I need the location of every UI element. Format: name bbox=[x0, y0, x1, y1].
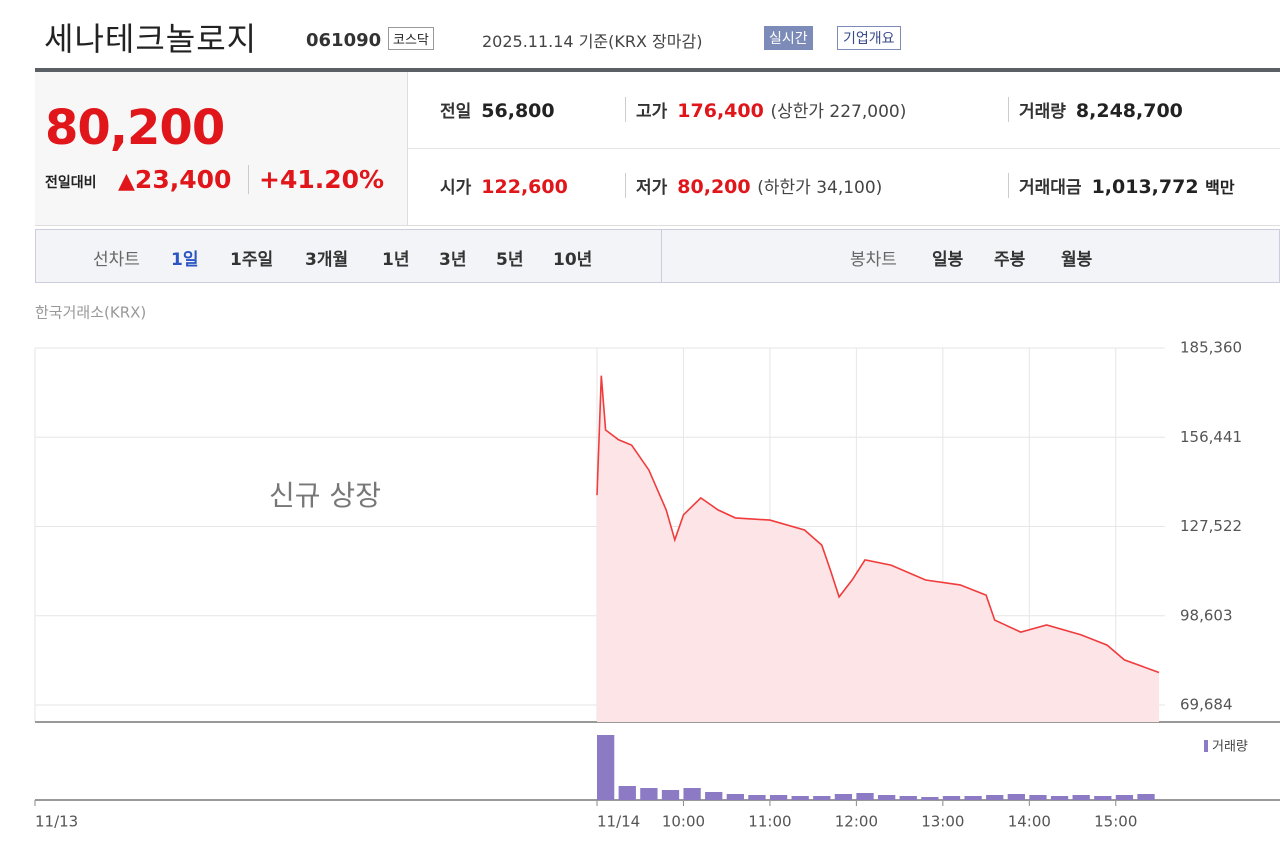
stat-note: (하한가 34,100) bbox=[757, 178, 883, 198]
stat: 저가 80,200 (하한가 34,100) bbox=[625, 173, 882, 198]
volume-bar bbox=[683, 788, 701, 800]
divider bbox=[35, 68, 1280, 72]
x-tick-label: 14:00 bbox=[1008, 813, 1051, 831]
y-tick-label: 127,522 bbox=[1180, 517, 1242, 535]
volume-bar bbox=[748, 795, 766, 800]
price: 80,200 bbox=[45, 100, 225, 156]
volume-bar bbox=[964, 796, 982, 800]
tab[interactable]: 1년 bbox=[382, 250, 410, 270]
volume-bar bbox=[986, 795, 1004, 800]
volume-bar bbox=[834, 794, 853, 800]
stock-name: 세나테크놀로지 bbox=[44, 20, 258, 58]
change-label: 전일대비 bbox=[45, 175, 97, 191]
volume-bar bbox=[618, 786, 636, 800]
stat-label: 저가 bbox=[636, 178, 668, 198]
price-area bbox=[597, 375, 1159, 722]
x-tick-label: 15:00 bbox=[1094, 813, 1137, 831]
volume-bar bbox=[942, 796, 961, 800]
divider bbox=[35, 225, 1280, 226]
x-tick-label: 11:00 bbox=[748, 813, 791, 831]
volume-bar bbox=[1007, 794, 1025, 800]
stat-value: 1,013,772 bbox=[1091, 176, 1199, 198]
company-button[interactable]: 기업개요 bbox=[837, 26, 901, 50]
tab[interactable]: 1일 bbox=[171, 250, 199, 270]
stat-label: 고가 bbox=[636, 102, 668, 122]
change-rate: +41.20% bbox=[248, 165, 384, 194]
tab[interactable]: 월봉 bbox=[1061, 250, 1093, 270]
tab[interactable]: 3년 bbox=[439, 250, 467, 270]
stat: 전일 56,800 bbox=[440, 97, 555, 122]
x-tick-label: 13:00 bbox=[921, 813, 964, 831]
tab[interactable]: 주봉 bbox=[994, 250, 1026, 270]
stat-value: 56,800 bbox=[481, 100, 555, 122]
stat-unit: 백만 bbox=[1205, 178, 1235, 197]
stat-value: 8,248,700 bbox=[1075, 100, 1183, 122]
tab-label: 선차트 bbox=[93, 250, 140, 270]
stat-label: 시가 bbox=[440, 178, 472, 198]
legend-label: 거래량 bbox=[1212, 740, 1248, 755]
stat: 고가 176,400 (상한가 227,000) bbox=[625, 97, 906, 122]
stat: 거래량 8,248,700 bbox=[1008, 97, 1183, 122]
date: 2025.11.14 기준(KRX 장마감) bbox=[482, 32, 703, 51]
stock-code: 061090 bbox=[306, 30, 382, 51]
volume-bar bbox=[813, 796, 831, 800]
source: 한국거래소(KRX) bbox=[35, 304, 146, 322]
y-tick-label: 185,360 bbox=[1180, 339, 1242, 357]
volume-bar bbox=[1115, 795, 1134, 800]
volume-bar bbox=[856, 793, 874, 800]
volume-bar bbox=[1050, 796, 1069, 800]
legend-swatch bbox=[1204, 740, 1208, 752]
volume-bar bbox=[1029, 795, 1047, 800]
tab[interactable]: 1주일 bbox=[230, 250, 274, 270]
volume-bar bbox=[899, 796, 917, 800]
tab[interactable]: 3개월 bbox=[305, 250, 349, 270]
stat: 거래대금 1,013,772 백만 bbox=[1008, 173, 1235, 198]
annotation: 신규 상장 bbox=[269, 479, 381, 512]
y-tick-label: 156,441 bbox=[1180, 428, 1242, 446]
price-line bbox=[596, 375, 1160, 674]
market-badge: 코스닥 bbox=[388, 27, 434, 50]
volume-bar bbox=[1137, 794, 1155, 800]
volume-bar bbox=[640, 788, 658, 800]
x-tick-label: 10:00 bbox=[662, 813, 705, 831]
volume-bar bbox=[769, 795, 788, 800]
volume-bar bbox=[878, 795, 896, 800]
volume-bar bbox=[597, 735, 615, 800]
y-tick-label: 98,603 bbox=[1180, 606, 1233, 624]
volume-bar bbox=[726, 794, 744, 800]
change: 23,400 bbox=[118, 165, 231, 194]
divider bbox=[407, 148, 1280, 149]
realtime-button[interactable]: 실시간 bbox=[764, 26, 813, 50]
volume-bar bbox=[791, 796, 809, 800]
summary-box bbox=[35, 72, 408, 225]
tab-label: 봉차트 bbox=[850, 250, 897, 270]
x-tick-label: 11/13 bbox=[35, 813, 78, 831]
x-tick-label: 12:00 bbox=[835, 813, 878, 831]
tab[interactable]: 일봉 bbox=[932, 250, 964, 270]
volume-bar bbox=[1072, 795, 1090, 800]
volume-bar bbox=[661, 790, 680, 800]
tab[interactable]: 5년 bbox=[496, 250, 524, 270]
volume-bar bbox=[1094, 796, 1112, 800]
stat-label: 거래대금 bbox=[1019, 178, 1082, 198]
stat: 시가 122,600 bbox=[440, 173, 568, 198]
volume-bar bbox=[921, 797, 939, 800]
x-tick-label: 11/14 bbox=[597, 813, 640, 831]
volume-bar bbox=[705, 792, 723, 800]
stat-value: 80,200 bbox=[677, 176, 751, 198]
stat-label: 거래량 bbox=[1019, 102, 1066, 122]
stat-value: 176,400 bbox=[677, 100, 764, 122]
stat-value: 122,600 bbox=[481, 176, 568, 198]
tab[interactable]: 10년 bbox=[553, 250, 593, 270]
divider bbox=[661, 230, 662, 282]
stat-label: 전일 bbox=[440, 102, 472, 122]
y-tick-label: 69,684 bbox=[1180, 696, 1233, 714]
tab-bar bbox=[35, 229, 1280, 283]
stat-note: (상한가 227,000) bbox=[770, 102, 907, 122]
